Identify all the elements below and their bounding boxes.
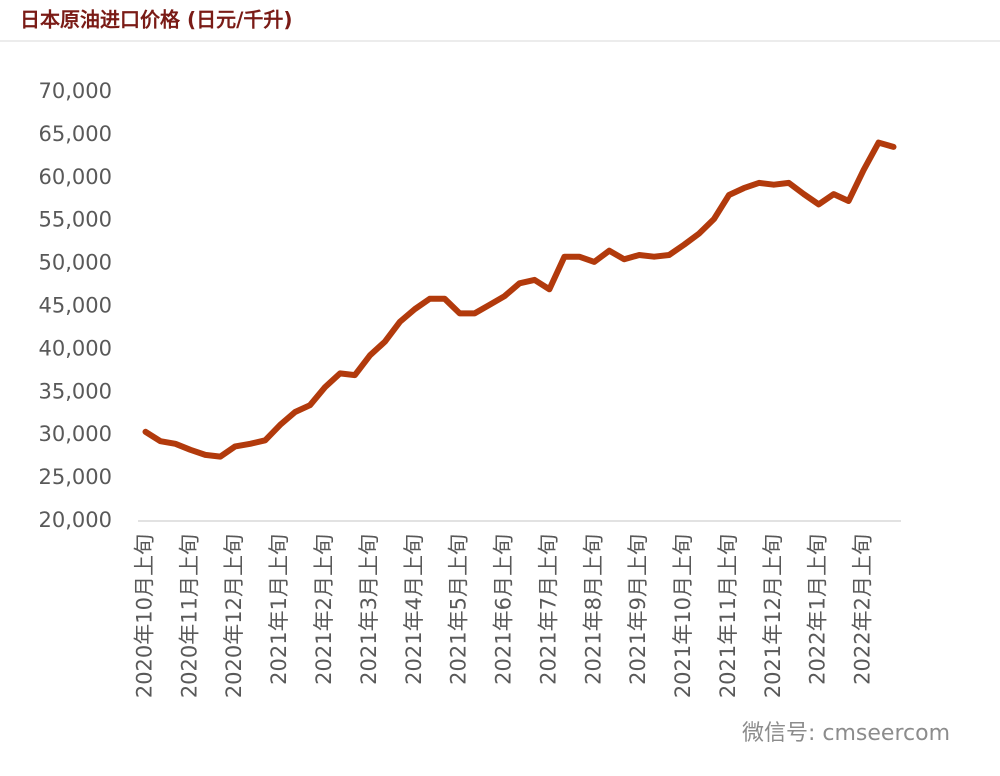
- y-tick-label: 45,000: [39, 294, 112, 318]
- x-tick-label: 2021年3月上旬: [357, 534, 381, 685]
- x-tick-label: 2021年10月上旬: [671, 534, 695, 698]
- x-tick-label: 2021年7月上旬: [536, 534, 560, 685]
- chart-title: 日本原油进口价格 (日元/千升): [20, 8, 293, 32]
- data-line: [142, 139, 897, 460]
- x-tick-label: 2021年4月上旬: [402, 534, 426, 685]
- watermark: 微信号: cmseercom: [742, 721, 950, 746]
- y-tick-label: 35,000: [39, 379, 112, 403]
- x-tick-label: 2021年6月上旬: [492, 534, 516, 685]
- x-tick-label: 2022年1月上旬: [806, 534, 830, 685]
- x-tick-label: 2021年8月上旬: [581, 534, 605, 685]
- y-tick-label: 20,000: [39, 508, 112, 532]
- y-tick-label: 40,000: [39, 336, 112, 360]
- x-tick-label: 2022年2月上旬: [851, 534, 875, 685]
- x-tick-label: 2020年12月上旬: [222, 534, 246, 698]
- y-tick-label: 30,000: [39, 422, 112, 446]
- x-tick-label: 2021年5月上旬: [447, 534, 471, 685]
- x-tick-label: 2021年12月上旬: [761, 534, 785, 698]
- x-tick-label: 2020年10月上旬: [132, 534, 156, 698]
- y-tick-label: 55,000: [39, 208, 112, 232]
- x-tick-label: 2021年1月上旬: [267, 534, 291, 685]
- y-tick-label: 25,000: [39, 465, 112, 489]
- y-tick-label: 65,000: [39, 122, 112, 146]
- x-tick-label: 2021年11月上旬: [716, 534, 740, 698]
- x-tick-label: 2020年11月上旬: [177, 534, 201, 698]
- x-tick-label: 2021年2月上旬: [312, 534, 336, 685]
- y-tick-label: 70,000: [39, 79, 112, 103]
- y-tick-label: 60,000: [39, 165, 112, 189]
- x-tick-label: 2021年9月上旬: [626, 534, 650, 685]
- y-tick-label: 50,000: [39, 251, 112, 275]
